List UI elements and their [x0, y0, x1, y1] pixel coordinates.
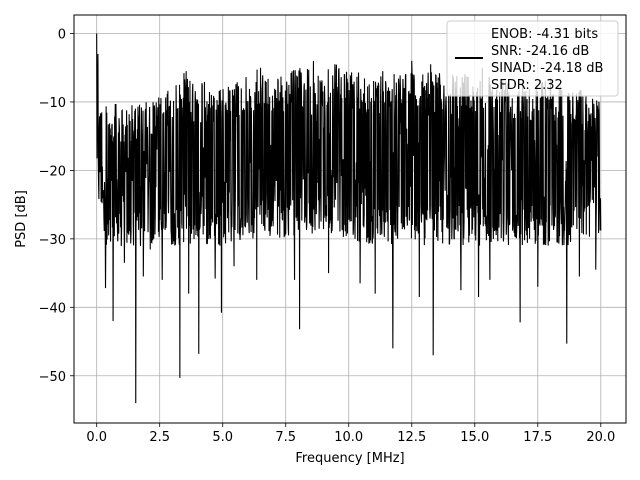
x-axis-ticks: 0.0 2.5 5.0 7.5 10.0 12.5 15.0 17.5 20.0: [86, 423, 615, 445]
y-axis-ticks: 0 −10 −20 −30 −40 −50: [39, 27, 74, 385]
x-tick-label-1: 2.5: [149, 430, 170, 445]
x-tick-label-7: 17.5: [523, 430, 552, 445]
x-axis-label: Frequency [MHz]: [295, 451, 404, 466]
x-tick-label-3: 7.5: [275, 430, 296, 445]
legend-sinad: SINAD: -24.18 dB: [491, 61, 603, 76]
plot-frame: [73, 14, 627, 424]
x-tick-label-5: 12.5: [397, 430, 426, 445]
legend: ENOB: -4.31 bits SNR: -24.16 dB SINAD: -…: [446, 20, 619, 97]
legend-snr: SNR: -24.16 dB: [491, 44, 589, 59]
x-tick-label-4: 10.0: [334, 430, 363, 445]
x-tick-label-6: 15.0: [460, 430, 489, 445]
legend-sfdr: SFDR: 2.32: [491, 78, 563, 93]
legend-box: [446, 20, 619, 97]
y-tick-label-5: −50: [39, 370, 66, 385]
x-tick-label-8: 20.0: [586, 430, 615, 445]
y-tick-label-2: −20: [39, 164, 66, 179]
y-tick-label-1: −10: [39, 96, 66, 111]
y-tick-label-4: −40: [39, 301, 66, 316]
psd-series: [96, 33, 602, 404]
y-tick-label-0: 0: [58, 27, 66, 42]
y-axis-label: PSD [dB]: [14, 190, 29, 248]
x-tick-label-2: 5.0: [212, 430, 233, 445]
x-tick-label-0: 0.0: [86, 430, 107, 445]
legend-enob: ENOB: -4.31 bits: [491, 27, 598, 42]
y-tick-label-3: −30: [39, 233, 66, 248]
psd-line: [96, 33, 602, 404]
